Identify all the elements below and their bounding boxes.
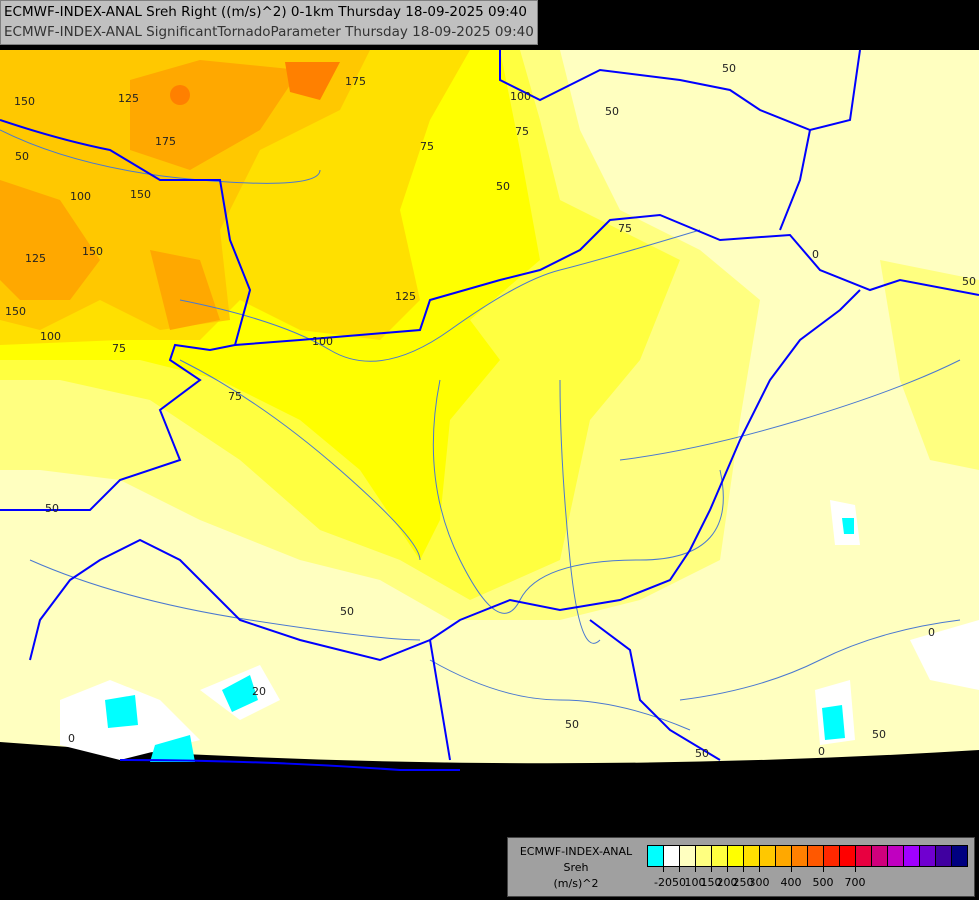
contour-label: 75 <box>228 390 242 403</box>
legend-tick <box>791 867 792 872</box>
legend-tick <box>663 867 664 872</box>
legend-tick-label: 150 <box>700 876 722 889</box>
legend-swatch <box>664 846 680 866</box>
legend-swatch <box>680 846 696 866</box>
contour-label: 0 <box>812 248 819 261</box>
contour-label: 125 <box>118 92 139 105</box>
legend-swatch <box>696 846 712 866</box>
contour-label: 50 <box>605 105 619 118</box>
contour-label: 75 <box>515 125 529 138</box>
contour-label: 0 <box>928 626 935 639</box>
legend-tick <box>695 867 696 872</box>
legend-parameter: Sreh <box>563 861 589 874</box>
legend-tick-label: 250 <box>732 876 754 889</box>
legend-color-bar <box>647 845 968 867</box>
legend-swatch <box>808 846 824 866</box>
contour-label: 50 <box>872 728 886 741</box>
contour-label: 50 <box>695 747 709 760</box>
legend-swatch <box>888 846 904 866</box>
legend-swatch <box>648 846 664 866</box>
legend-model: ECMWF-INDEX-ANAL <box>519 845 633 858</box>
contour-label: 50 <box>962 275 976 288</box>
contour-label: 0 <box>818 745 825 758</box>
contour-label: 100 <box>312 335 333 348</box>
map-title-box: ECMWF-INDEX-ANAL Sreh Right ((m/s)^2) 0-… <box>0 0 538 45</box>
legend-tick-label: 500 <box>812 876 834 889</box>
map-title-stp: ECMWF-INDEX-ANAL SignificantTornadoParam… <box>4 24 534 40</box>
contour-label: 100 <box>40 330 61 343</box>
legend-tick-label: 200 <box>716 876 738 889</box>
legend-tick <box>823 867 824 872</box>
contour-label: 75 <box>618 222 632 235</box>
legend-unit: (m/s)^2 <box>553 877 599 890</box>
legend-swatch <box>824 846 840 866</box>
legend-tick-label: 400 <box>780 876 802 889</box>
contour-label: 50 <box>340 605 354 618</box>
legend-swatch <box>872 846 888 866</box>
map-title-sreh: ECMWF-INDEX-ANAL Sreh Right ((m/s)^2) 0-… <box>4 4 527 20</box>
legend-swatch <box>776 846 792 866</box>
legend-swatch <box>936 846 952 866</box>
legend-swatch <box>856 846 872 866</box>
contour-label: 175 <box>345 75 366 88</box>
contour-label: 75 <box>112 342 126 355</box>
contour-label: 50 <box>722 62 736 75</box>
contour-label: 50 <box>565 718 579 731</box>
legend-tick <box>743 867 744 872</box>
legend-tick <box>759 867 760 872</box>
legend-tick <box>679 867 680 872</box>
legend-tick <box>711 867 712 872</box>
contour-labels: 150 125 175 175 100 75 100 150 125 150 1… <box>5 62 976 760</box>
contour-label: 125 <box>25 252 46 265</box>
contour-label: 50 <box>496 180 510 193</box>
contour-label: 100 <box>70 190 91 203</box>
legend-tick-label: 50 <box>672 876 686 889</box>
contour-label: 100 <box>510 90 531 103</box>
legend-swatch <box>920 846 936 866</box>
contour-label: 20 <box>252 685 266 698</box>
legend-swatch <box>712 846 728 866</box>
legend-tick <box>855 867 856 872</box>
contour-label: 50 <box>45 502 59 515</box>
color-legend: ECMWF-INDEX-ANAL Sreh (m/s)^2 -20 50 100 15… <box>507 837 975 897</box>
contour-label: 125 <box>395 290 416 303</box>
legend-tick-label: 300 <box>748 876 770 889</box>
legend-tick-label: 700 <box>844 876 866 889</box>
legend-tick-label: 100 <box>684 876 706 889</box>
contour-label: 175 <box>155 135 176 148</box>
legend-swatch <box>840 846 856 866</box>
contour-label: 50 <box>15 150 29 163</box>
legend-swatch <box>904 846 920 866</box>
legend-swatch <box>760 846 776 866</box>
contour-label: 150 <box>82 245 103 258</box>
country-borders <box>0 49 979 771</box>
legend-tick-label: -20 <box>654 876 672 889</box>
legend-swatch <box>744 846 760 866</box>
contour-label: 150 <box>14 95 35 108</box>
contour-label: 75 <box>420 140 434 153</box>
legend-swatch <box>728 846 744 866</box>
contour-label: 150 <box>5 305 26 318</box>
legend-swatch <box>952 846 967 866</box>
contour-label: 150 <box>130 188 151 201</box>
rivers <box>0 129 961 731</box>
legend-swatch <box>792 846 808 866</box>
legend-ticks: -20 50 100 150 200 250 300 400 500 700 <box>647 867 967 893</box>
contour-label: 0 <box>68 732 75 745</box>
legend-tick <box>727 867 728 872</box>
